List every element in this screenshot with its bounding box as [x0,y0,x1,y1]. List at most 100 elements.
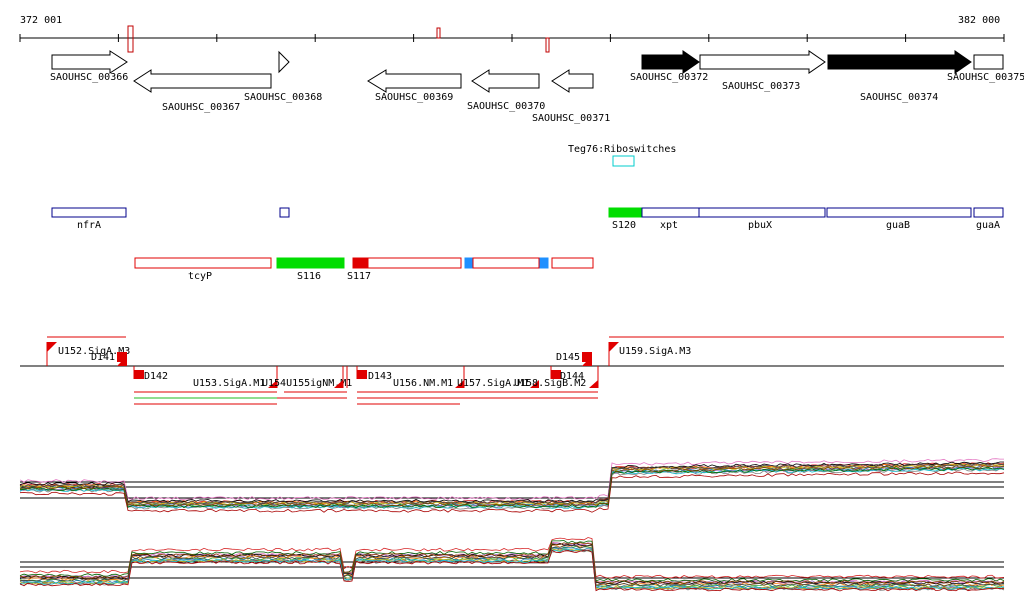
axis-end-label: 382 000 [958,15,1000,26]
gene-label: SAOUHSC_00373 [722,81,800,92]
annotation-track: nfrA S120 xpt pbuX guaB guaA [51,207,1004,231]
coordinate-axis: 372 001 382 000 [19,15,1005,53]
segment-box[interactable] [352,257,369,269]
expression-series [19,461,1004,503]
expression-series [19,462,1005,505]
promoter-label: D141 [91,352,115,363]
expression-series [19,544,1005,587]
promoter-label: D142 [144,371,168,382]
promoter-box[interactable] [582,352,592,362]
promoter-flag[interactable] [582,356,592,366]
segment-label: S117 [347,271,371,282]
promoter-label: D143 [368,371,392,382]
gene-arrow[interactable] [641,50,700,74]
riboswitch-box[interactable] [612,155,635,167]
annotation-label: xpt [660,220,678,231]
annotation-label: guaA [976,220,1000,231]
promoter-label: U158.SigB.M2 [514,378,586,389]
gene-label: SAOUHSC_00370 [467,101,545,112]
promoter-track: U152.SigA.M3 D141 D142 U153.SigA.M1 U154… [20,336,1004,405]
segment-box[interactable] [367,257,462,269]
marker-tick [127,25,134,53]
promoter-flag[interactable] [530,380,539,388]
gene-label: SAOUHSC_00368 [244,92,322,103]
annotation-box[interactable] [826,207,972,218]
annotation-box[interactable] [51,207,127,218]
gene-label: SAOUHSC_00367 [162,102,240,113]
promoter-flag[interactable] [47,342,57,352]
expression-series [19,471,1005,513]
promoter-flag[interactable] [609,342,619,352]
gene-track: SAOUHSC_00366 SAOUHSC_00367 SAOUHSC_0036… [50,50,1024,124]
promoter-label: U153.SigA.M1 [193,378,265,389]
promoter-label: U152.SigA.M3 [58,346,130,357]
segment-box[interactable] [464,257,474,269]
promoter-flag[interactable] [117,356,127,366]
segment-box[interactable] [276,257,345,269]
gene-arrow[interactable] [367,69,462,93]
gene-arrow[interactable] [51,50,128,74]
expression-series [19,463,1005,506]
expression-series [19,537,1005,579]
segment-label: S116 [297,271,321,282]
expression-series [19,544,1005,587]
expression-series [19,548,1005,590]
gene-label: SAOUHSC_00369 [375,92,453,103]
expression-profile-top [19,458,1005,513]
segment-box[interactable] [551,257,594,269]
segment-box[interactable] [134,257,272,269]
promoter-box[interactable] [134,370,144,379]
gene-label: SAOUHSC_00374 [860,92,938,103]
expression-series [19,549,1005,592]
riboswitch-label: Teg76:Riboswitches [568,144,676,155]
gene-label: SAOUHSC_00371 [532,113,610,124]
promoter-label: D145 [556,352,580,363]
axis-start-label: 372 001 [20,15,62,26]
gene-label: SAOUHSC_00372 [630,72,708,83]
gene-arrow[interactable] [827,50,972,74]
axis-ticks [19,34,1005,42]
promoter-flag[interactable] [334,380,343,388]
promoter-label: U154U155igNM.M1 [262,378,352,389]
gene-label: SAOUHSC_00366 [50,72,128,83]
gene-arrow[interactable] [551,69,594,93]
promoter-flag[interactable] [455,380,464,388]
expression-series [19,468,1005,510]
annotation-box[interactable] [279,207,290,218]
gene-arrow[interactable] [973,54,1004,70]
annotation-box[interactable] [641,207,700,218]
segment-label: tcyP [188,271,212,282]
promoter-label: D144 [560,371,584,382]
expression-series [19,465,1005,507]
segment-box[interactable] [472,257,540,269]
promoter-label: U159.SigA.M3 [619,346,691,357]
promoter-label: U157.SigA.M1 [457,378,529,389]
gene-arrow[interactable] [278,50,290,74]
riboswitch-track: Teg76:Riboswitches [568,144,676,167]
segment-track: tcyP S116 S117 [134,257,594,282]
expression-series [19,547,1005,589]
annotation-label: nfrA [77,220,101,231]
expression-profile-bottom [19,537,1005,592]
annotation-label: pbuX [748,220,772,231]
gene-arrow[interactable] [471,69,540,93]
annotation-box[interactable] [698,207,826,218]
annotation-label: guaB [886,220,910,231]
expression-series [19,467,1005,509]
annotation-box[interactable] [973,207,1004,218]
annotation-box[interactable] [608,207,643,218]
segment-box[interactable] [539,257,549,269]
annotation-label: S120 [612,220,636,231]
gene-arrow[interactable] [699,50,826,74]
promoter-box[interactable] [357,370,367,379]
promoter-flag[interactable] [589,380,598,388]
promoter-flag[interactable] [268,380,277,388]
expression-series [19,458,1004,500]
promoter-box[interactable] [551,370,561,379]
promoter-label: U156.NM.M1 [393,378,453,389]
promoter-box[interactable] [117,352,127,362]
marker-tick [436,27,441,39]
gene-arrow[interactable] [133,69,272,93]
